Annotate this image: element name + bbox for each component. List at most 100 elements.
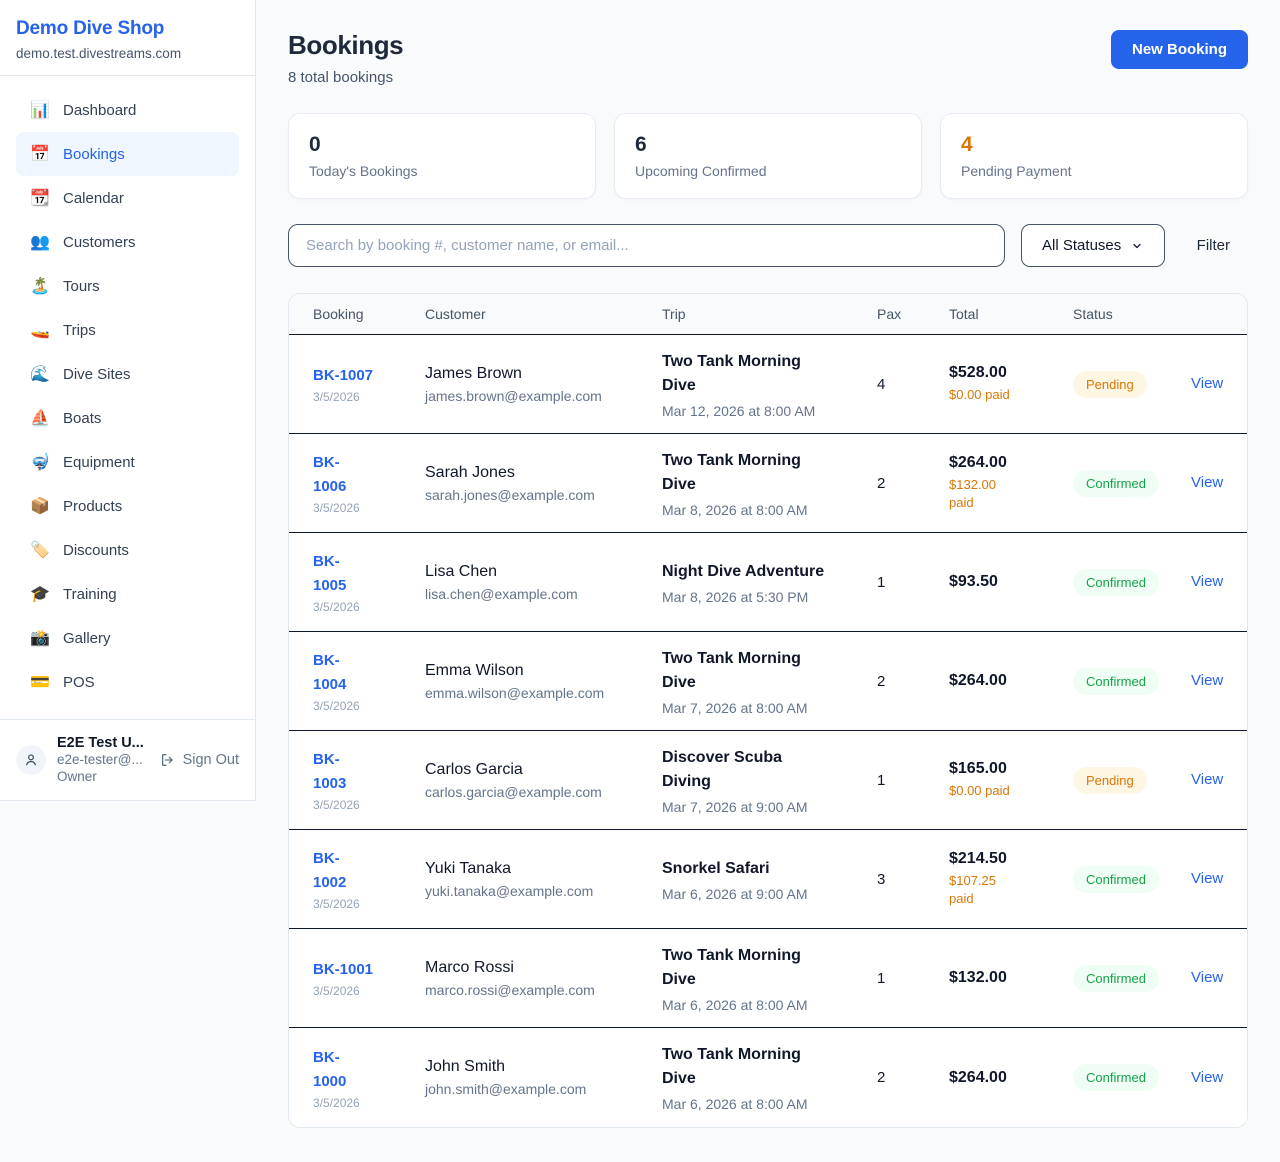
sidebar-item-dashboard[interactable]: 📊 Dashboard [16, 88, 239, 132]
trip-name: Two Tank Morning Dive [662, 1046, 801, 1087]
total-cell: $264.00 [949, 672, 1073, 690]
view-link[interactable]: View [1191, 474, 1224, 491]
table-row: BK- 1005 3/5/2026 Lisa Chen lisa.chen@ex… [289, 533, 1247, 632]
new-booking-button[interactable]: New Booking [1110, 30, 1248, 69]
status-badge: Confirmed [1073, 568, 1159, 596]
chevron-down-icon [1133, 243, 1141, 248]
booking-cell: BK-1001 3/5/2026 [313, 958, 425, 998]
customer-email: james.brown@example.com [425, 387, 602, 404]
sign-out-label: Sign Out [182, 752, 239, 769]
sidebar-item-discounts[interactable]: 🏷️ Discounts [16, 528, 239, 572]
booking-date: 3/5/2026 [313, 1095, 360, 1110]
view-link[interactable]: View [1191, 375, 1224, 392]
sidebar-item-pos[interactable]: 💳 POS [16, 660, 239, 704]
main-content: Bookings 8 total bookings New Booking 0 … [256, 0, 1280, 1158]
stats-row: 0 Today's Bookings 6 Upcoming Confirmed … [288, 113, 1248, 199]
sidebar-item-bookings[interactable]: 📅 Bookings [16, 132, 239, 176]
customer-email: lisa.chen@example.com [425, 585, 578, 602]
booking-date: 3/5/2026 [313, 501, 360, 515]
stat-label: Today's Bookings [309, 163, 418, 179]
sidebar-item-boats[interactable]: ⛵ Boats [16, 396, 239, 440]
customer-cell: Emma Wilson emma.wilson@example.com [425, 662, 662, 701]
sidebar-item-products[interactable]: 📦 Products [16, 484, 239, 528]
trip-cell: Night Dive Adventure Mar 8, 2026 at 5:30… [662, 560, 877, 605]
pax-cell: 3 [877, 870, 886, 888]
status-cell: Confirmed [1073, 667, 1191, 695]
view-link[interactable]: View [1191, 771, 1224, 788]
pax-cell: 1 [877, 771, 886, 789]
sidebar-item-tours[interactable]: 🏝️ Tours [16, 264, 239, 308]
booking-id-link[interactable]: BK- 1005 [313, 553, 347, 594]
sidebar-item-calendar[interactable]: 📆 Calendar [16, 176, 239, 220]
gallery-icon: 📸 [30, 630, 50, 647]
filter-button[interactable]: Filter [1196, 237, 1230, 254]
booking-cell: BK- 1004 3/5/2026 [313, 649, 425, 713]
calendar-icon: 📆 [30, 190, 50, 207]
customer-name: Yuki Tanaka [425, 859, 511, 877]
sidebar-item-equipment[interactable]: 🤿 Equipment [16, 440, 239, 484]
sidebar-item-trips[interactable]: 🚤 Trips [16, 308, 239, 352]
stat-card-upcoming-confirmed: 6 Upcoming Confirmed [614, 113, 922, 199]
booking-id-link[interactable]: BK- 1003 [313, 751, 347, 792]
booking-id-link[interactable]: BK-1007 [313, 367, 374, 384]
sidebar-item-label: Dashboard [63, 101, 137, 119]
view-link[interactable]: View [1191, 1068, 1224, 1086]
user-role: Owner [57, 769, 97, 785]
discounts-icon: 🏷️ [30, 542, 50, 559]
stat-value: 4 [961, 133, 973, 156]
pax-cell: 2 [877, 1069, 886, 1086]
booking-id-link[interactable]: BK- 1000 [313, 1048, 347, 1090]
booking-id-link[interactable]: BK- 1004 [313, 652, 347, 693]
booking-id-link[interactable]: BK-1001 [313, 961, 374, 978]
status-cell: Confirmed [1073, 865, 1191, 893]
page-title: Bookings [288, 30, 404, 60]
booking-id-link[interactable]: BK- 1006 [313, 454, 347, 495]
total-cell: $214.50 $107.25 paid [949, 850, 1073, 907]
view-link[interactable]: View [1191, 573, 1224, 590]
filter-row: All Statuses Filter [288, 224, 1248, 267]
view-link[interactable]: View [1191, 969, 1224, 986]
total-amount: $264.00 [949, 454, 1007, 472]
status-badge: Pending [1073, 766, 1147, 794]
trip-name: Two Tank Morning Dive [662, 451, 801, 493]
customer-email: carlos.garcia@example.com [425, 783, 602, 800]
brand-name: Demo Dive Shop [16, 18, 165, 39]
customers-icon: 👥 [30, 234, 50, 251]
customer-cell: Marco Rossi marco.rossi@example.com [425, 959, 662, 998]
booking-cell: BK- 1003 3/5/2026 [313, 748, 425, 812]
booking-cell: BK- 1006 3/5/2026 [313, 451, 425, 515]
user-name: E2E Test U... [57, 735, 144, 752]
total-cell: $132.00 [949, 969, 1073, 987]
view-link[interactable]: View [1191, 672, 1224, 689]
trip-cell: Two Tank Morning Dive Mar 12, 2026 at 8:… [662, 350, 877, 419]
customer-name: Emma Wilson [425, 661, 524, 679]
customer-cell: Yuki Tanaka yuki.tanaka@example.com [425, 860, 662, 899]
status-cell: Pending [1073, 370, 1191, 398]
booking-date: 3/5/2026 [313, 390, 360, 404]
sidebar-item-training[interactable]: 🎓 Training [16, 572, 239, 616]
person-icon [26, 754, 36, 766]
total-amount: $214.50 [949, 850, 1007, 868]
products-icon: 📦 [30, 498, 50, 515]
booking-cell: BK-1007 3/5/2026 [313, 364, 425, 404]
sidebar-item-customers[interactable]: 👥 Customers [16, 220, 239, 264]
booking-id-link[interactable]: BK- 1002 [313, 850, 347, 891]
search-input[interactable] [288, 224, 1005, 267]
sidebar-item-label: Customers [63, 233, 136, 251]
brand-domain: demo.test.divestreams.com [16, 46, 182, 61]
status-select[interactable]: All Statuses [1020, 224, 1165, 267]
column-header-trip: Trip [662, 306, 686, 322]
total-cell: $93.50 [949, 573, 1073, 591]
view-link[interactable]: View [1191, 870, 1224, 887]
sidebar-item-label: Tours [63, 277, 100, 295]
sidebar-item-gallery[interactable]: 📸 Gallery [16, 616, 239, 660]
sign-out-button[interactable]: Sign Out [160, 752, 239, 768]
table-row: BK- 1006 3/5/2026 Sarah Jones sarah.jone… [289, 434, 1247, 533]
sidebar-item-dive-sites[interactable]: 🌊 Dive Sites [16, 352, 239, 396]
bookings-icon: 📅 [30, 146, 50, 163]
pos-icon: 💳 [30, 674, 50, 691]
column-header-total: Total [949, 306, 979, 322]
customer-email: yuki.tanaka@example.com [425, 882, 594, 899]
table-row: BK- 1003 3/5/2026 Carlos Garcia carlos.g… [289, 731, 1247, 830]
trip-date: Mar 6, 2026 at 8:00 AM [662, 1096, 808, 1112]
